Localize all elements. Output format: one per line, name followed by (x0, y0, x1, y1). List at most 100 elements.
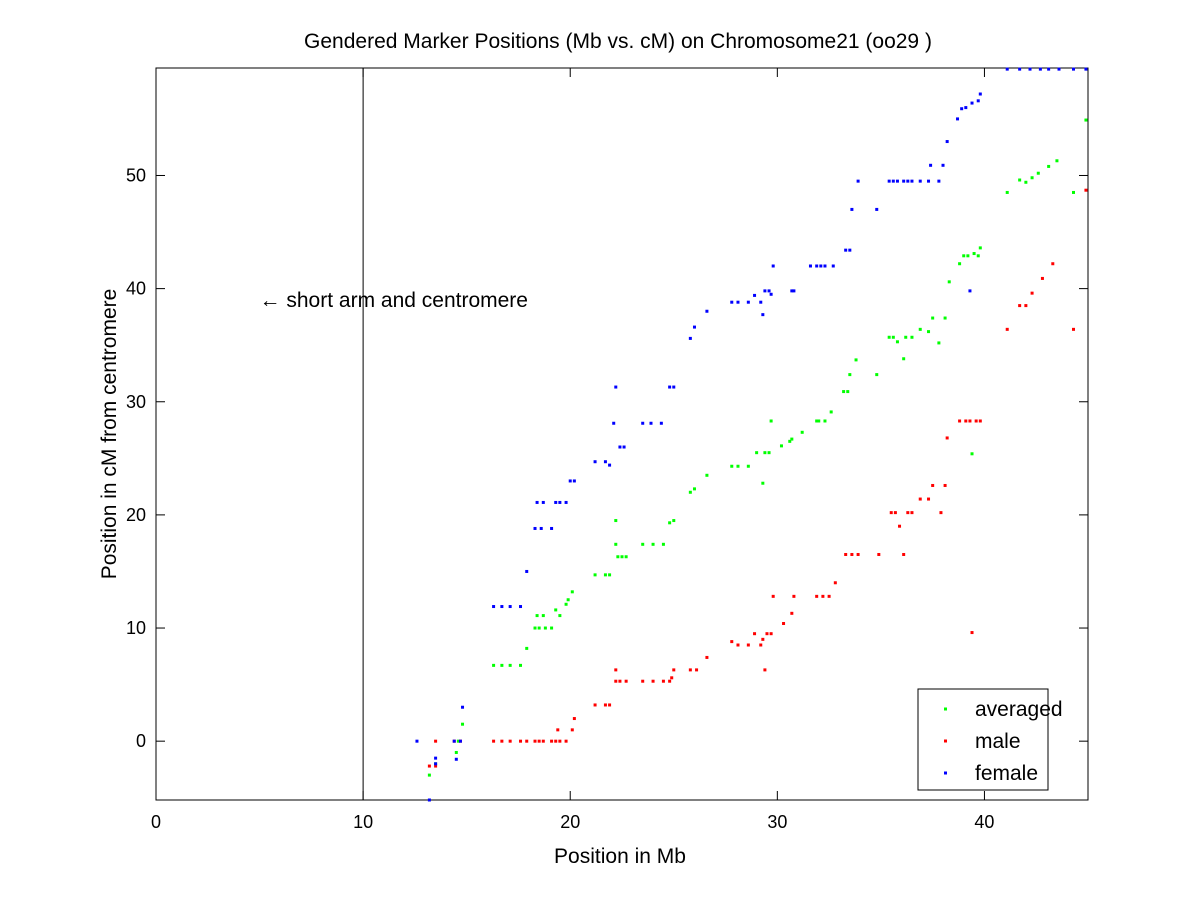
point-female (705, 309, 709, 313)
point-male (614, 668, 618, 672)
point-averaged (1005, 190, 1009, 194)
point-male (537, 739, 541, 743)
point-male (968, 419, 972, 423)
point-averaged (779, 444, 783, 448)
point-averaged (492, 663, 496, 667)
point-male (533, 739, 537, 743)
point-female (614, 385, 618, 389)
y-tick-label: 30 (126, 392, 146, 412)
point-averaged (500, 663, 504, 667)
point-male (541, 739, 545, 743)
point-female (736, 300, 740, 304)
point-male (827, 594, 831, 598)
point-averaged (943, 316, 947, 320)
point-male (1051, 262, 1055, 266)
point-averaged (823, 419, 827, 423)
point-male (978, 419, 982, 423)
point-female (808, 264, 812, 268)
point-averaged (688, 490, 692, 494)
point-male (651, 679, 655, 683)
point-male (572, 717, 576, 721)
point-male (434, 739, 438, 743)
point-averaged (1047, 164, 1051, 168)
point-female (688, 336, 692, 340)
point-male (931, 483, 935, 487)
point-female (960, 107, 964, 111)
point-female (525, 569, 529, 573)
point-averaged (854, 358, 858, 362)
point-female (792, 289, 796, 293)
point-male (661, 679, 665, 683)
point-female (887, 179, 891, 183)
point-male (492, 739, 496, 743)
legend: averaged male female (917, 688, 1063, 791)
point-male (1030, 291, 1034, 295)
point-female (434, 762, 438, 766)
point-female (612, 421, 616, 425)
point-female (831, 264, 835, 268)
point-male (1024, 304, 1028, 308)
point-female (906, 179, 910, 183)
series-male (427, 188, 1088, 768)
point-male (898, 524, 902, 528)
point-female (519, 605, 523, 609)
point-male (910, 511, 914, 515)
point-male (889, 511, 893, 515)
point-female (929, 163, 933, 167)
point-averaged (427, 773, 431, 777)
centromere-annotation: ← short arm and centromere (260, 289, 528, 312)
point-male (893, 511, 897, 515)
point-male (945, 436, 949, 440)
point-averaged (668, 521, 672, 525)
point-female (1084, 67, 1088, 71)
point-female (415, 739, 419, 743)
point-averaged (790, 437, 794, 441)
point-averaged (614, 519, 618, 523)
point-female (454, 757, 458, 761)
point-female (1018, 67, 1022, 71)
point-averaged (533, 626, 537, 630)
point-female (622, 445, 626, 449)
point-male (1072, 327, 1076, 331)
point-female (968, 289, 972, 293)
point-averaged (550, 626, 554, 630)
point-female (771, 264, 775, 268)
point-female (541, 500, 545, 504)
point-female (500, 605, 504, 609)
point-male (763, 668, 767, 672)
point-averaged (902, 357, 906, 361)
x-axis-label: Position in Mb (554, 845, 686, 868)
point-female (1072, 67, 1076, 71)
point-averaged (454, 750, 458, 754)
point-male (964, 419, 968, 423)
point-averaged (910, 335, 914, 339)
point-female (508, 605, 512, 609)
point-averaged (692, 487, 696, 491)
y-tick-label: 40 (126, 279, 146, 299)
point-female (572, 479, 576, 483)
point-averaged (456, 739, 460, 743)
point-averaged (842, 390, 846, 394)
point-female (769, 292, 773, 296)
point-averaged (918, 327, 922, 331)
point-female (461, 705, 465, 709)
point-averaged (641, 542, 645, 546)
point-female (558, 500, 562, 504)
point-averaged (558, 614, 562, 618)
point-female (618, 445, 622, 449)
point-female (941, 163, 945, 167)
point-averaged (755, 451, 759, 455)
point-male (769, 632, 773, 636)
point-male (641, 679, 645, 683)
point-female (492, 605, 496, 609)
point-averaged (767, 451, 771, 455)
point-male (736, 643, 740, 647)
point-female (823, 264, 827, 268)
point-averaged (661, 542, 665, 546)
point-female (668, 385, 672, 389)
point-male (554, 739, 558, 743)
point-averaged (895, 340, 899, 344)
point-averaged (525, 646, 529, 650)
point-averaged (891, 335, 895, 339)
point-male (668, 679, 672, 683)
